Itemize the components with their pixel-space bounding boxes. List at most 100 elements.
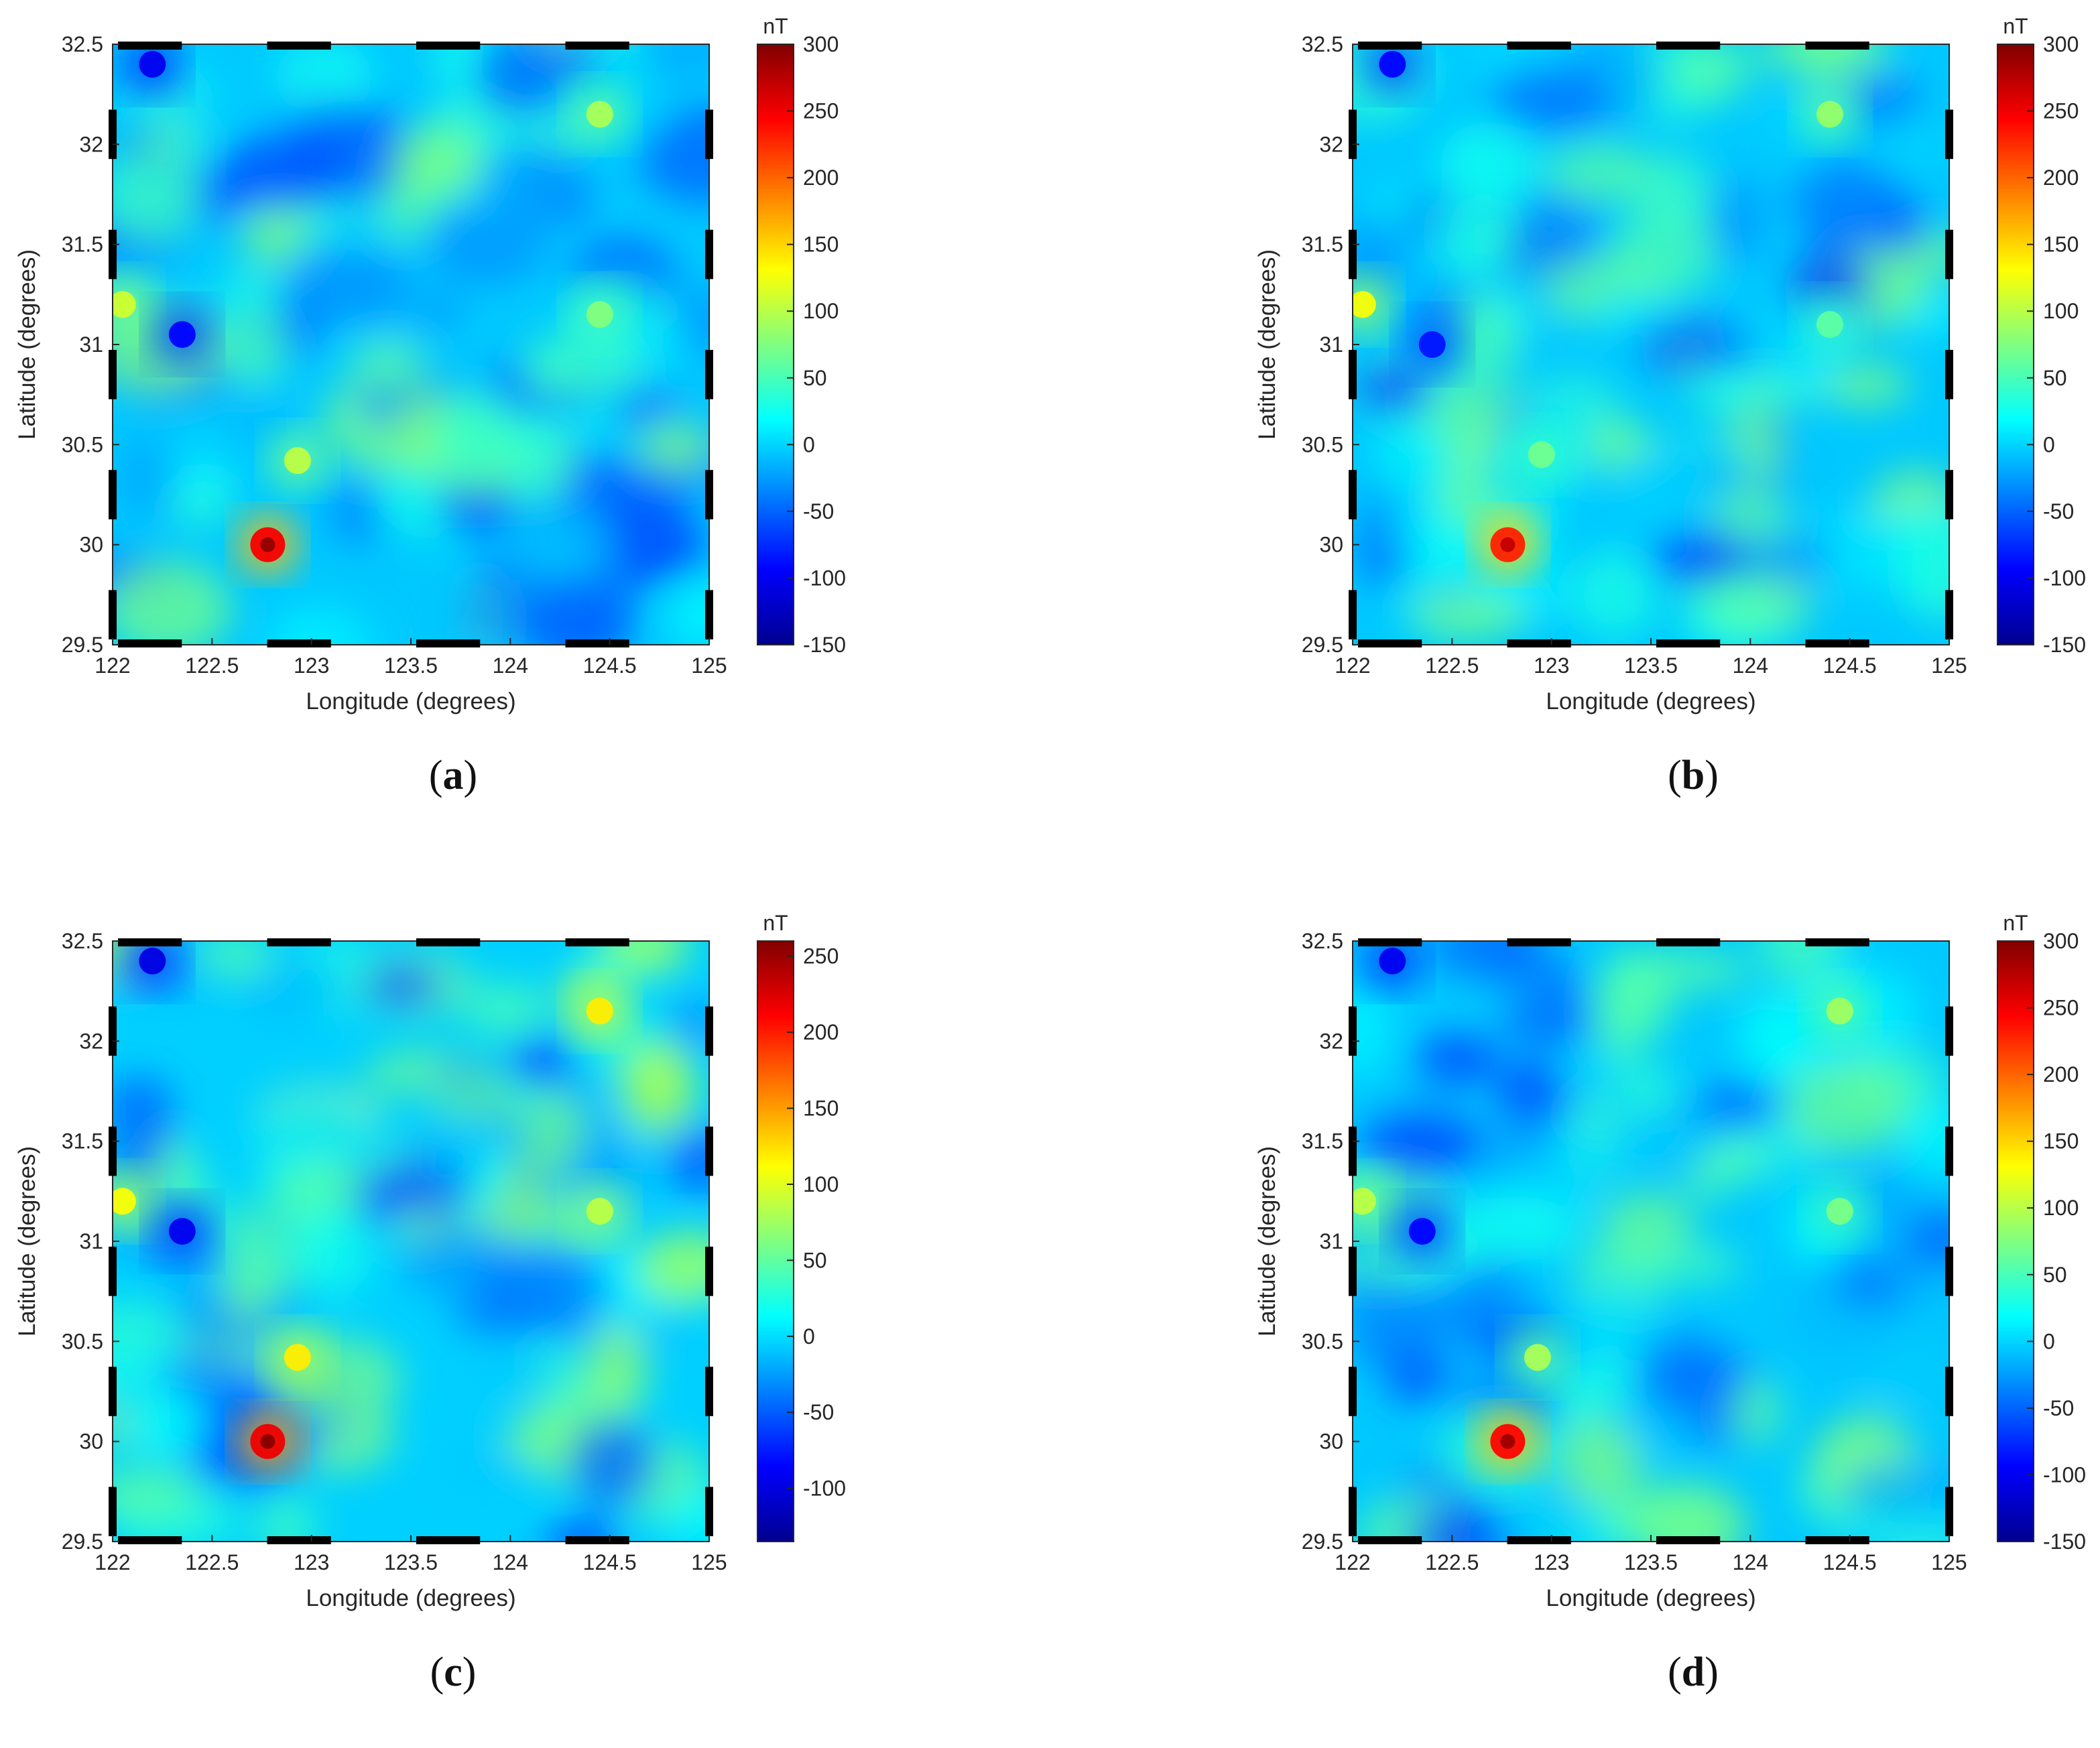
anomaly-point bbox=[168, 1218, 196, 1245]
y-tick-label: 31.5 bbox=[62, 233, 103, 257]
border-segment bbox=[1945, 1367, 1953, 1416]
border-segment bbox=[1805, 938, 1869, 946]
y-tick-label: 32 bbox=[79, 132, 103, 156]
border-segment bbox=[1349, 470, 1357, 519]
x-tick-label: 125 bbox=[1931, 653, 1967, 678]
y-tick-label: 32.5 bbox=[1302, 32, 1343, 56]
border-segment bbox=[705, 1487, 713, 1536]
x-tick-label: 125 bbox=[691, 653, 727, 678]
border-segment bbox=[1358, 42, 1422, 50]
border-segment bbox=[1358, 1536, 1422, 1544]
anomaly-point bbox=[1816, 311, 1843, 338]
colorbar-tick-label: 250 bbox=[2043, 99, 2079, 123]
anomaly-point bbox=[586, 101, 613, 128]
anomaly-point bbox=[284, 1344, 311, 1371]
y-tick-label: 31 bbox=[79, 1229, 103, 1253]
colorbar-tick-label: -50 bbox=[803, 1400, 834, 1424]
panel-b: 122 122.5 123 123.5 124 124.5 125 29.5 30 30.5 31 3… bbox=[1240, 0, 2100, 851]
border-segment bbox=[1945, 470, 1953, 519]
x-tick-label: 122.5 bbox=[185, 653, 239, 678]
anomaly-layer bbox=[1353, 941, 1871, 1473]
colorbar-tick-label: 50 bbox=[803, 366, 827, 390]
border-segment bbox=[109, 470, 117, 519]
heatmap-chart-a: 122 122.5 123 123.5 124 124.5 125 29.5 30 30.5 31 3… bbox=[14, 14, 846, 714]
border-segment bbox=[1945, 109, 1953, 160]
border-segment bbox=[109, 109, 117, 160]
border-segment bbox=[1358, 938, 1422, 946]
border-segment bbox=[118, 42, 182, 50]
border-segment bbox=[1656, 938, 1721, 946]
border-segment bbox=[705, 109, 713, 160]
border-segment bbox=[267, 639, 331, 647]
colorbar-tick-label: -150 bbox=[2043, 1530, 2086, 1554]
y-axis-label: Latitude (degrees) bbox=[1254, 249, 1280, 440]
colorbar-tick-label: 150 bbox=[803, 1097, 839, 1121]
border-segment bbox=[109, 1006, 117, 1056]
caption-d: (d) bbox=[1668, 1649, 1719, 1695]
x-tick-label: 122.5 bbox=[1425, 1550, 1479, 1574]
border-segment bbox=[565, 42, 629, 50]
colorbar-tick-label: 100 bbox=[803, 1172, 839, 1196]
heatmap-chart-b: 122 122.5 123 123.5 124 124.5 125 29.5 30 30.5 31 3… bbox=[1254, 14, 2086, 714]
colorbar-tick-label: 0 bbox=[2043, 432, 2055, 456]
y-tick-label: 31.5 bbox=[62, 1129, 103, 1153]
colorbar-tick-label: 100 bbox=[2043, 1196, 2079, 1220]
colorbar-unit: nT bbox=[763, 14, 788, 38]
x-axis-label: Longitude (degrees) bbox=[1546, 1585, 1755, 1611]
y-tick-label: 31 bbox=[1319, 1229, 1343, 1253]
colorbar-tick-label: -50 bbox=[2043, 499, 2074, 523]
anomaly-point bbox=[1826, 997, 1853, 1025]
y-tick-label: 30 bbox=[1319, 533, 1343, 557]
x-tick-label: 123.5 bbox=[384, 653, 438, 678]
x-tick-label: 123.5 bbox=[1624, 653, 1678, 678]
y-tick-label: 29.5 bbox=[62, 633, 103, 657]
heatmap-chart-c: 122 122.5 123 123.5 124 124.5 125 29.5 30 30.5 31 3… bbox=[14, 911, 846, 1611]
y-axis-label: Latitude (degrees) bbox=[14, 249, 40, 440]
colorbar bbox=[757, 940, 794, 1542]
anomaly-point bbox=[1408, 1218, 1436, 1245]
colorbar-tick-label: 150 bbox=[2043, 233, 2079, 257]
anomaly-point bbox=[139, 50, 166, 78]
y-axis-label: Latitude (degrees) bbox=[1254, 1146, 1280, 1336]
colorbar-tick-label: 50 bbox=[803, 1248, 827, 1272]
magnetic-anomaly-field bbox=[113, 941, 709, 1542]
border-segment bbox=[1507, 1536, 1571, 1544]
border-segment bbox=[1656, 639, 1721, 647]
y-tick-label: 31 bbox=[1319, 332, 1343, 357]
x-tick-label: 123 bbox=[1534, 653, 1569, 678]
x-tick-label: 123 bbox=[1534, 1550, 1569, 1574]
border-segment bbox=[1805, 42, 1869, 50]
colorbar-tick-label: -50 bbox=[803, 499, 834, 523]
border-segment bbox=[565, 938, 629, 946]
colorbar-tick-label: -150 bbox=[803, 633, 846, 657]
border-segment bbox=[1349, 1367, 1357, 1416]
border-segment bbox=[109, 1487, 117, 1536]
border-segment bbox=[1349, 1126, 1357, 1176]
magnetic-anomaly-field bbox=[1353, 44, 1949, 645]
field-texture bbox=[1353, 44, 1949, 645]
anomaly-point bbox=[1379, 947, 1406, 975]
x-tick-label: 125 bbox=[1931, 1550, 1967, 1574]
border-segment bbox=[267, 42, 331, 50]
anomaly-core bbox=[260, 537, 275, 552]
panel-a: 122 122.5 123 123.5 124 124.5 125 29.5 30 30.5 31 3… bbox=[0, 0, 1046, 851]
x-tick-label: 123 bbox=[294, 1550, 329, 1574]
colorbar-tick-label: 100 bbox=[2043, 299, 2079, 323]
anomaly-point bbox=[284, 447, 311, 475]
colorbar-tick-label: 100 bbox=[803, 299, 839, 323]
border-segment bbox=[109, 1367, 117, 1416]
anomaly-layer bbox=[1353, 44, 1861, 576]
colorbar-tick-label: 200 bbox=[2043, 1062, 2079, 1086]
colorbar-tick-label: 50 bbox=[2043, 1263, 2067, 1287]
border-segment bbox=[705, 350, 713, 399]
y-tick-label: 31 bbox=[79, 332, 103, 357]
border-segment bbox=[565, 639, 629, 647]
border-segment bbox=[118, 1536, 182, 1544]
magnetic-anomaly-field bbox=[1353, 941, 1949, 1542]
border-segment bbox=[1945, 229, 1953, 279]
anomaly-point bbox=[1418, 331, 1446, 358]
border-segment bbox=[1349, 109, 1357, 160]
y-tick-label: 29.5 bbox=[1302, 1530, 1343, 1554]
y-tick-label: 30 bbox=[79, 533, 103, 557]
x-tick-label: 123 bbox=[294, 653, 329, 678]
